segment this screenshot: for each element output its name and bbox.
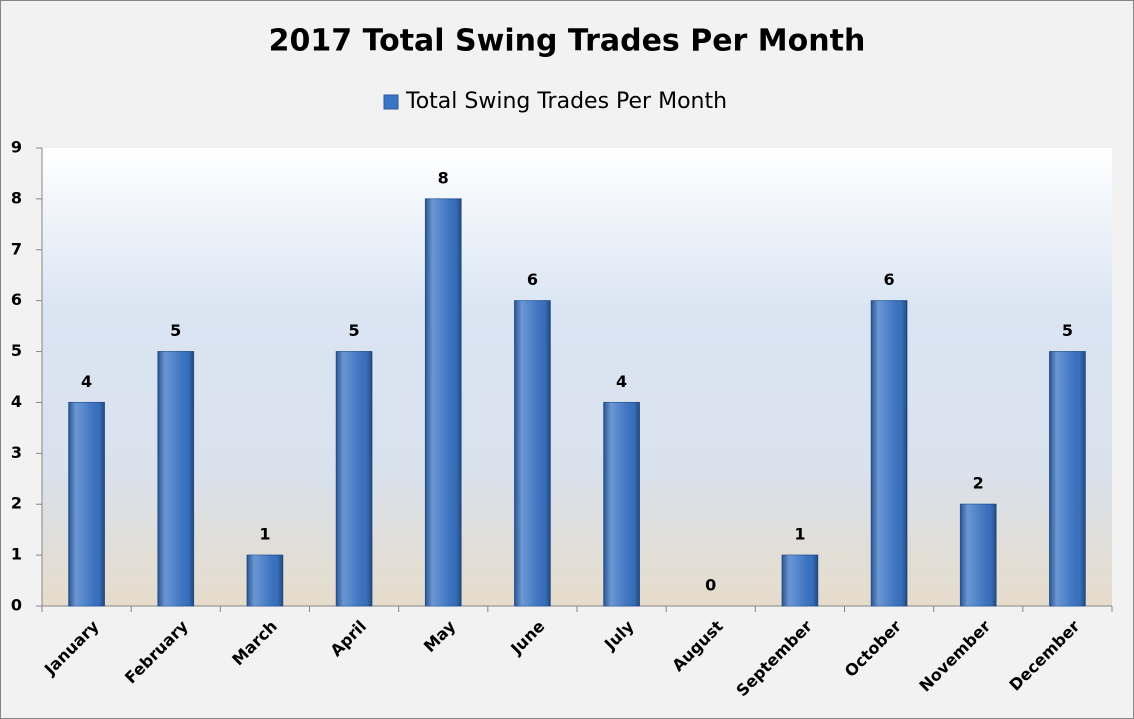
data-label: 4	[81, 372, 92, 391]
y-tick-label: 4	[11, 392, 22, 411]
y-tick-label: 1	[11, 545, 22, 564]
y-tick-label: 0	[11, 596, 22, 615]
plot-area	[42, 148, 1112, 606]
bar	[514, 300, 551, 607]
bar	[68, 401, 105, 607]
y-tick-label: 9	[11, 138, 22, 157]
y-tick-label: 2	[11, 494, 22, 513]
legend-marker	[383, 94, 399, 110]
data-label: 6	[527, 270, 538, 289]
bar	[870, 300, 908, 607]
data-label: 2	[973, 474, 984, 493]
y-tick-label: 8	[11, 188, 22, 207]
bar	[335, 351, 373, 607]
y-tick-label: 5	[11, 341, 22, 360]
data-label: 0	[705, 576, 716, 595]
data-label: 4	[616, 372, 627, 391]
bar	[157, 351, 195, 607]
data-label: 5	[1062, 321, 1073, 340]
data-label: 5	[170, 321, 181, 340]
legend-label: Total Swing Trades Per Month	[405, 89, 727, 114]
bar	[246, 554, 284, 607]
chart-title: 2017 Total Swing Trades Per Month	[269, 24, 866, 59]
bar	[959, 503, 997, 607]
data-label: 6	[884, 270, 895, 289]
bar	[424, 198, 462, 607]
bar	[781, 554, 819, 607]
data-label: 8	[438, 168, 449, 187]
data-label: 1	[794, 525, 805, 544]
data-label: 5	[349, 321, 360, 340]
bar	[603, 401, 640, 607]
y-tick-label: 6	[11, 290, 22, 309]
data-label: 1	[259, 525, 270, 544]
bar	[1049, 351, 1086, 607]
y-tick-label: 7	[11, 239, 22, 258]
y-tick-label: 3	[11, 443, 22, 462]
